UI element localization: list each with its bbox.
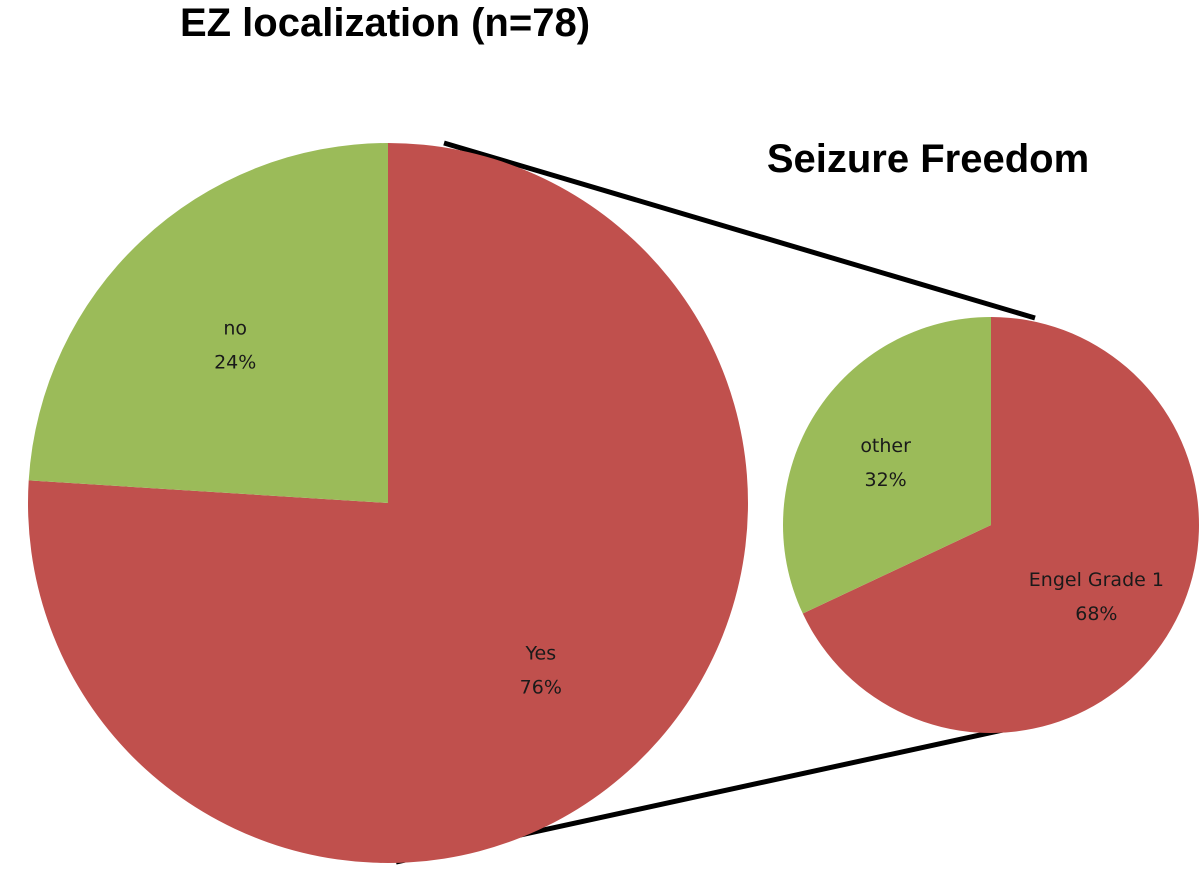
main-pie-value-no: 24% [214, 351, 256, 373]
sub-pie-slice-engel-grade-1 [802, 317, 1199, 733]
main-pie-label-yes: Yes [524, 643, 556, 665]
sub-pie: Engel Grade 1 68% other 32% [782, 317, 1199, 733]
main-pie-title: EZ localization (n=78) [180, 1, 590, 45]
main-pie-label-no: no [223, 317, 247, 339]
sub-pie-label-engel-grade-1: Engel Grade 1 [1029, 569, 1164, 591]
sub-pie-value-engel-grade-1: 68% [1075, 603, 1117, 625]
main-pie-slice-no [28, 143, 388, 503]
main-pie: Yes 76% no 24% [27, 143, 749, 863]
sub-pie-slice-other [782, 317, 991, 614]
sub-pie-title: Seizure Freedom [767, 137, 1089, 181]
sub-pie-value-other: 32% [865, 469, 907, 491]
connector-line-top [443, 140, 1036, 321]
main-pie-value-yes: 76% [520, 677, 562, 699]
sub-pie-label-other: other [860, 435, 911, 457]
